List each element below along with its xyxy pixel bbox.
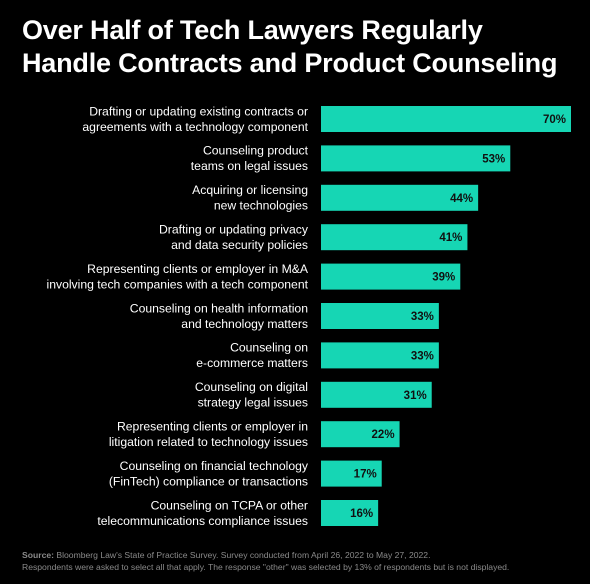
category-label-line: Counseling on health information bbox=[130, 301, 308, 315]
bar-row: 22% Representing clients or employer in li… bbox=[109, 419, 400, 449]
category-label: Acquiring or licensing new technologies bbox=[192, 183, 308, 213]
footnote-source: Source: Bloomberg Law's State of Practic… bbox=[22, 549, 582, 561]
category-label-line: Representing clients or employer in M&A bbox=[87, 262, 309, 276]
category-label: Counseling on health information and tech… bbox=[130, 301, 308, 331]
chart-title-line-2: Handle Contracts and Product Counseling bbox=[22, 48, 558, 78]
bar-value-label: 70% bbox=[543, 114, 566, 126]
bar-value-label: 22% bbox=[372, 429, 395, 441]
bar-row: 41% Drafting or updating privacy and data … bbox=[159, 222, 468, 252]
category-label: Counseling on digital strategy legal issu… bbox=[195, 380, 308, 410]
category-label-line: Counseling on financial technology bbox=[120, 459, 309, 473]
bar-value-label: 41% bbox=[439, 232, 462, 244]
bar bbox=[321, 263, 461, 290]
bar-row: 33% Counseling on health information and t… bbox=[130, 301, 439, 331]
bar-value-label: 33% bbox=[411, 311, 434, 323]
bar bbox=[321, 421, 400, 448]
footnote-source-label: Source: bbox=[22, 550, 54, 560]
bar-row: 31% Counseling on digital strategy legal i… bbox=[195, 380, 432, 410]
category-label-line: Counseling on digital bbox=[195, 380, 308, 394]
category-label: Counseling on TCPA or other telecommunica… bbox=[97, 498, 308, 528]
bar bbox=[321, 460, 382, 487]
bar-value-label: 33% bbox=[411, 350, 434, 362]
category-label-line: strategy legal issues bbox=[198, 396, 308, 410]
bar bbox=[321, 381, 432, 408]
bar-row: 44% Acquiring or licensing new technologie… bbox=[192, 183, 479, 213]
bar bbox=[321, 303, 439, 329]
category-label-line: and technology matters bbox=[181, 317, 308, 331]
bar bbox=[321, 342, 439, 369]
bar-row: 16% Counseling on TCPA or other telecommun… bbox=[97, 498, 379, 528]
category-label: Counseling on financial technology (FinTe… bbox=[109, 459, 309, 489]
bar-row: 17% Counseling on financial technology (Fi… bbox=[109, 459, 382, 489]
bar bbox=[321, 224, 468, 251]
category-label: Counseling product teams on legal issues bbox=[191, 144, 309, 174]
bar-row: 39% Representing clients or employer in M… bbox=[46, 262, 461, 292]
category-label-line: telecommunications compliance issues bbox=[97, 514, 308, 528]
category-label-line: and data security policies bbox=[171, 238, 308, 252]
category-label: Representing clients or employer in litig… bbox=[109, 419, 308, 449]
category-label-line: Counseling product bbox=[203, 144, 309, 158]
bar-value-label: 44% bbox=[450, 193, 473, 205]
category-label-line: Drafting or updating existing contracts … bbox=[89, 104, 308, 118]
bar bbox=[321, 500, 379, 526]
bar-value-label: 31% bbox=[404, 390, 427, 402]
bar-value-label: 53% bbox=[482, 153, 505, 165]
bar bbox=[321, 184, 479, 211]
category-label-line: Counseling on bbox=[230, 341, 308, 355]
category-label-line: teams on legal issues bbox=[191, 159, 308, 173]
category-label-line: Acquiring or licensing bbox=[192, 183, 308, 197]
footnote: Source: Bloomberg Law's State of Practic… bbox=[22, 549, 582, 573]
category-label: Counseling on e-commerce matters bbox=[196, 341, 308, 371]
bar-value-label: 39% bbox=[432, 272, 455, 284]
category-label: Drafting or updating privacy and data sec… bbox=[159, 222, 309, 252]
category-label-line: e-commerce matters bbox=[196, 356, 308, 370]
category-label-line: (FinTech) compliance or transactions bbox=[109, 474, 308, 488]
category-label-line: agreements with a technology component bbox=[82, 120, 308, 134]
category-label-line: new technologies bbox=[214, 199, 308, 213]
category-label-line: involving tech companies with a tech com… bbox=[46, 277, 308, 291]
bar-value-label: 17% bbox=[354, 469, 377, 481]
footnote-note: Respondents were asked to select all tha… bbox=[22, 562, 510, 572]
bar-row: 53% Counseling product teams on legal issu… bbox=[191, 144, 511, 174]
category-label: Drafting or updating existing contracts … bbox=[82, 104, 308, 134]
bar-value-label: 16% bbox=[350, 508, 373, 520]
bar bbox=[321, 145, 511, 172]
footnote-source-text: Bloomberg Law's State of Practice Survey… bbox=[56, 550, 431, 560]
bar bbox=[321, 106, 571, 132]
category-label: Representing clients or employer in M&A i… bbox=[46, 262, 308, 292]
category-label-line: Counseling on TCPA or other bbox=[151, 498, 308, 512]
chart-title-line-1: Over Half of Tech Lawyers Regularly bbox=[22, 15, 483, 45]
category-label-line: litigation related to technology issues bbox=[109, 435, 308, 449]
chart-title: Over Half of Tech Lawyers Regularly Hand… bbox=[22, 14, 582, 80]
bar-row: 70% Drafting or updating existing contrac… bbox=[82, 104, 571, 134]
category-label-line: Representing clients or employer in bbox=[117, 419, 308, 433]
bar-row: 33% Counseling on e-commerce matters bbox=[196, 341, 439, 371]
category-label-line: Drafting or updating privacy bbox=[159, 222, 309, 236]
